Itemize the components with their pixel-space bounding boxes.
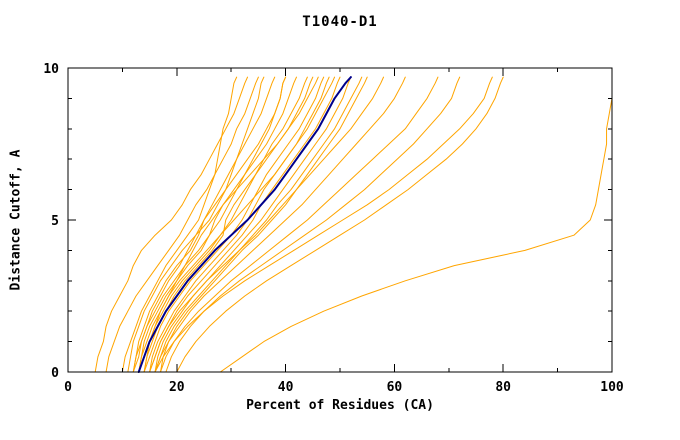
prediction-series-line [143, 76, 325, 373]
prediction-series-line [127, 76, 265, 373]
prediction-series-line [132, 76, 287, 373]
prediction-series-line [138, 76, 297, 373]
x-tick-label: 40 [278, 380, 294, 395]
prediction-series-line [159, 76, 439, 373]
prediction-series-line [94, 76, 249, 373]
prediction-series-line [121, 76, 238, 373]
x-tick-label: 80 [495, 380, 511, 395]
prediction-series-line [165, 76, 461, 373]
y-tick-label: 5 [51, 214, 59, 229]
x-tick-label: 20 [169, 380, 185, 395]
prediction-series-line [132, 76, 287, 373]
x-tick-label: 60 [387, 380, 403, 395]
prediction-series-line [154, 76, 352, 373]
y-tick-label: 0 [51, 366, 59, 381]
chart-title: T1040-D1 [302, 14, 378, 30]
prediction-series-line [138, 76, 319, 373]
highlight-series-line [137, 76, 352, 373]
y-tick-label: 10 [43, 62, 59, 77]
prediction-series-line [154, 76, 406, 373]
prediction-series-line [149, 76, 385, 373]
prediction-series-line [176, 76, 504, 373]
x-axis-label: Percent of Residues (CA) [246, 398, 434, 413]
prediction-series-line [219, 76, 613, 373]
prediction-series-line [105, 76, 259, 373]
prediction-series-line [143, 76, 336, 373]
prediction-series-line [154, 76, 363, 373]
prediction-series-line [138, 76, 308, 373]
prediction-series-line [154, 76, 493, 373]
x-tick-label: 100 [600, 380, 624, 395]
prediction-series-line [159, 76, 368, 373]
prediction-series-line [149, 76, 341, 373]
x-tick-label: 0 [64, 380, 72, 395]
